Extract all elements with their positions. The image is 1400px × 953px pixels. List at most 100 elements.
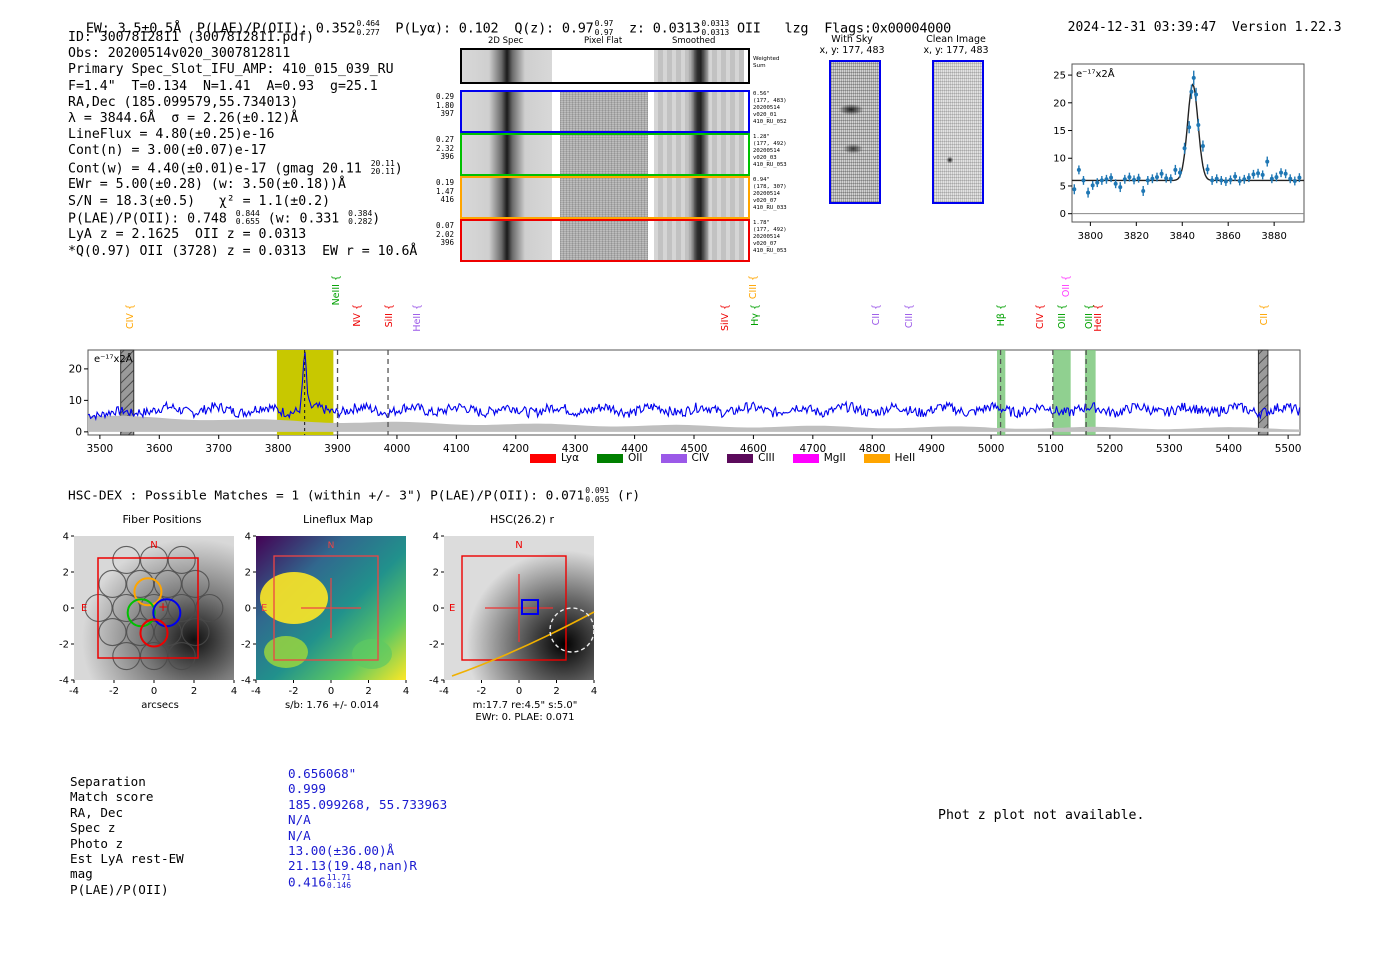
table-label-2: RA, Dec [70, 804, 124, 820]
emission-label-neiii-4: NeIII { [331, 275, 343, 306]
weighted-sum-smoothed-image [654, 50, 744, 82]
table-value-4: N/A [288, 827, 311, 843]
info-plae-w-errors: 0.384 0.282 [348, 208, 373, 227]
info-id: ID: 3007812811 (3007812811.pdf) [68, 30, 315, 45]
table-label-4: Photo z [70, 835, 124, 851]
weighted-sum-2dspec-image [462, 50, 552, 82]
emission-label-heii-3: HeII { [412, 304, 424, 332]
legend-swatch-ciii [727, 453, 754, 463]
emission-label-civ-0: CIV { [124, 304, 136, 329]
fiber-1-left-labels: 0.29 1.80 397 [435, 92, 454, 119]
svg-text:2: 2 [553, 686, 559, 697]
table-value-1: 0.999 [288, 781, 326, 797]
cutout-clean-image [932, 60, 984, 204]
fiber-4-pixelflat-image [560, 221, 648, 260]
svg-text:4800: 4800 [859, 443, 886, 455]
spectrum-legend: Lyα OII CIV CIII MgII HeII [530, 452, 933, 464]
svg-text:10: 10 [69, 395, 82, 407]
legend-item-mgii: MgII [792, 452, 846, 464]
svg-text:3500: 3500 [87, 443, 114, 455]
svg-text:-2: -2 [289, 686, 299, 697]
match-table-values: 0.656068" 0.999 185.099268, 55.733963 N/A N/… [288, 766, 447, 891]
info-plae-errors: 0.844 0.655 [235, 208, 260, 227]
fiber-3-pixelflat-image [560, 178, 648, 217]
svg-text:N: N [515, 540, 522, 551]
info-lineflux: LineFlux = 4.80(±0.25)e-16 [68, 127, 275, 143]
svg-text:E: E [449, 603, 455, 614]
table-label-0: Separation [70, 774, 146, 789]
emission-label-cii-8: CII { [871, 304, 883, 326]
svg-text:4: 4 [231, 686, 237, 697]
svg-text:4000: 4000 [384, 443, 411, 455]
svg-text:4: 4 [591, 686, 597, 697]
legend-item-ciii: CIII [727, 452, 775, 464]
svg-text:-2: -2 [477, 686, 487, 697]
svg-text:2: 2 [63, 568, 69, 579]
weighted-sum-pixelflat-image [560, 50, 648, 82]
lineflux-map-panel: N E -4 -4 -2 -2 0 0 2 2 4 4 [222, 528, 442, 712]
svg-text:2: 2 [191, 686, 197, 697]
hsc-caption: m:17.7 re:4.5" s:5.0" EWr: 0. PLAE: 0.07… [472, 700, 578, 723]
svg-text:E: E [81, 603, 87, 614]
svg-text:4900: 4900 [918, 443, 945, 455]
svg-text:-4: -4 [439, 686, 449, 697]
svg-text:5200: 5200 [1097, 443, 1124, 455]
svg-text:3840: 3840 [1170, 231, 1195, 242]
table-value-6: 21.13(19.48,nan)R [288, 858, 417, 874]
hscdex-plae-errors: 0.091 0.055 [585, 486, 610, 504]
legend-item-oii: OII [597, 452, 643, 464]
hsc-image-panel: N E -4 -4 -2 -2 0 0 2 2 4 4 [410, 528, 630, 712]
legend-swatch-mgii [792, 453, 819, 463]
svg-text:4: 4 [63, 532, 69, 543]
match-table-labels: Separation Match score RA, Dec Spec z Photo … [70, 774, 184, 897]
lineflux-map-svg: N E -4-4 -2 -2 0 0 2 2 4 4 [241, 532, 409, 698]
legend-swatch-lyα [530, 453, 556, 463]
table-label-1: Match score [70, 789, 154, 805]
header-summary-line: EW: 3.5±0.5Å P(LAE)/P(OII): 0.352 0.464 0.… [70, 4, 951, 37]
line-profile-svg: e⁻¹⁷x2Å 0 5 10 15 20 25 3800 3820 3840 3860 3880 [1053, 63, 1305, 242]
twod-row-fiber-4 [460, 219, 750, 262]
emission-label-hβ-11: Hβ { [995, 304, 1007, 327]
svg-text:2: 2 [433, 568, 439, 579]
twod-title-2dspec: 2D Spec [488, 36, 524, 46]
svg-text:N: N [150, 540, 157, 551]
fiber-positions-xlabel: arcsecs [141, 700, 179, 711]
svg-text:-2: -2 [59, 640, 69, 651]
info-q-line: *Q(0.97) OII (3728) z = 0.0313 EW r = 10… [68, 243, 418, 259]
line-profile-plot: e⁻¹⁷x2Å 0 5 10 15 20 25 3800 3820 3840 3860 3880 [1040, 50, 1310, 260]
svg-text:-4: -4 [241, 676, 251, 687]
fiber-3-smoothed-image [654, 178, 744, 217]
legend-label-heii: HeII [894, 452, 916, 464]
svg-text:0: 0 [63, 604, 69, 615]
gmag-errors: 20.11 20.11 [370, 158, 395, 177]
twod-row-weighted-sum [460, 48, 750, 84]
info-wavelength: λ = 3844.6Å σ = 2.26(±0.12)Å [68, 111, 299, 127]
svg-text:-2: -2 [109, 686, 119, 697]
svg-text:3880: 3880 [1261, 231, 1286, 242]
emission-label-heii-14: HeII { [1093, 304, 1104, 332]
info-cont-n: Cont(n) = 3.00(±0.07)e-17 [68, 143, 267, 159]
map-title-fiber-positions: Fiber Positions [122, 513, 202, 526]
map-title-lineflux: Lineflux Map [302, 513, 374, 526]
svg-text:0: 0 [245, 604, 251, 615]
svg-text:20: 20 [1053, 98, 1066, 109]
svg-text:-4: -4 [69, 686, 79, 697]
svg-text:15: 15 [1053, 126, 1066, 137]
svg-text:0: 0 [75, 426, 82, 438]
hscdex-header: HSC-DEX : Possible Matches = 1 (within +… [68, 486, 641, 504]
header-qz-errors: 0.97 0.97 [594, 19, 614, 37]
fiber-2-smoothed-image [654, 135, 744, 174]
emission-label-oiii-12: OIII { [1056, 304, 1068, 329]
legend-swatch-oii [597, 453, 624, 463]
full-spectrum-panel: e⁻¹⁷x2Å 0 10 20 3500 3600 3700 3800 3900 4000 4100… [60, 275, 1340, 475]
svg-text:N: N [328, 541, 335, 551]
svg-text:-2: -2 [241, 640, 251, 651]
fiber-4-smoothed-image [654, 221, 744, 260]
photz-message: Phot z plot not available. [938, 808, 1145, 823]
header-timestamp: 2024-12-31 03:39:47 [1067, 20, 1217, 35]
table-label-7: P(LAE)/P(OII) [70, 881, 169, 897]
table-label-6: mag [70, 866, 93, 882]
twod-row-fiber-2 [460, 133, 750, 176]
legend-item-civ: CIV [660, 452, 709, 464]
info-seeing: F=1.4" T=0.134 N=1.41 A=0.93 g=25.1 [68, 78, 378, 94]
